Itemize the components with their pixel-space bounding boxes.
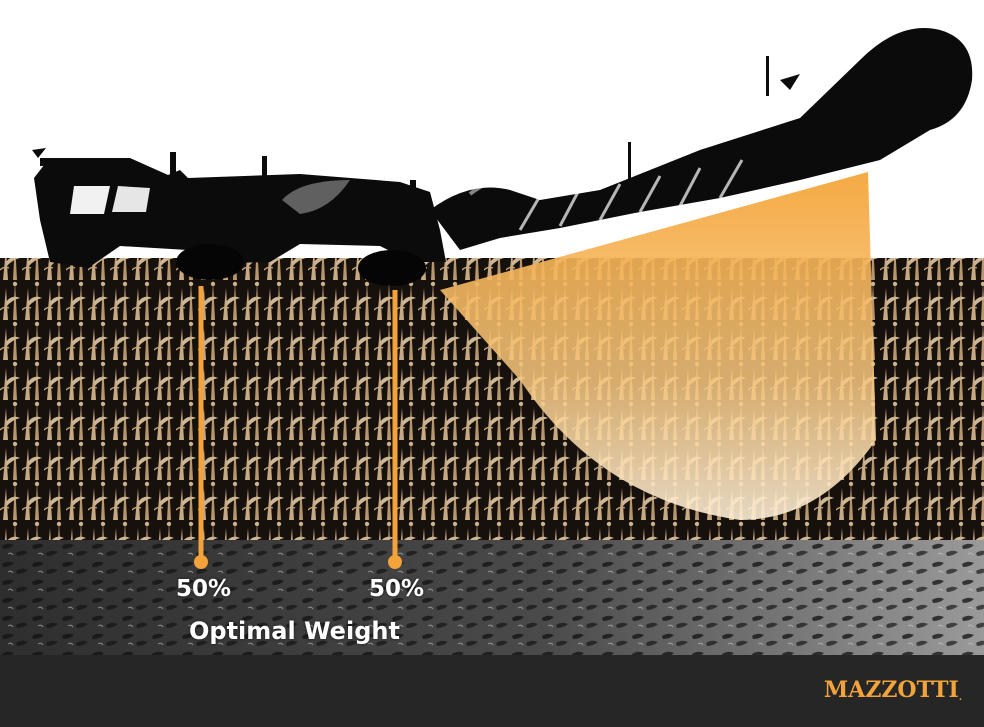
left-load-marker	[194, 286, 208, 569]
left-weight-percent: 50%	[176, 576, 232, 602]
field-scene	[0, 28, 984, 655]
brand-logo: MAZZOTTI.	[824, 677, 962, 703]
right-load-marker	[388, 290, 402, 569]
brand-mark: .	[958, 693, 962, 703]
weight-caption: Optimal Weight	[189, 617, 400, 645]
marker-pin-icon	[388, 555, 402, 569]
right-weight-percent: 50%	[369, 576, 425, 602]
sprayer-machine	[32, 28, 973, 286]
marker-pin-icon	[194, 555, 208, 569]
spray-beam	[440, 172, 876, 520]
brand-name: MAZZOTTI	[823, 677, 959, 703]
footer-bar: MAZZOTTI.	[0, 655, 984, 727]
